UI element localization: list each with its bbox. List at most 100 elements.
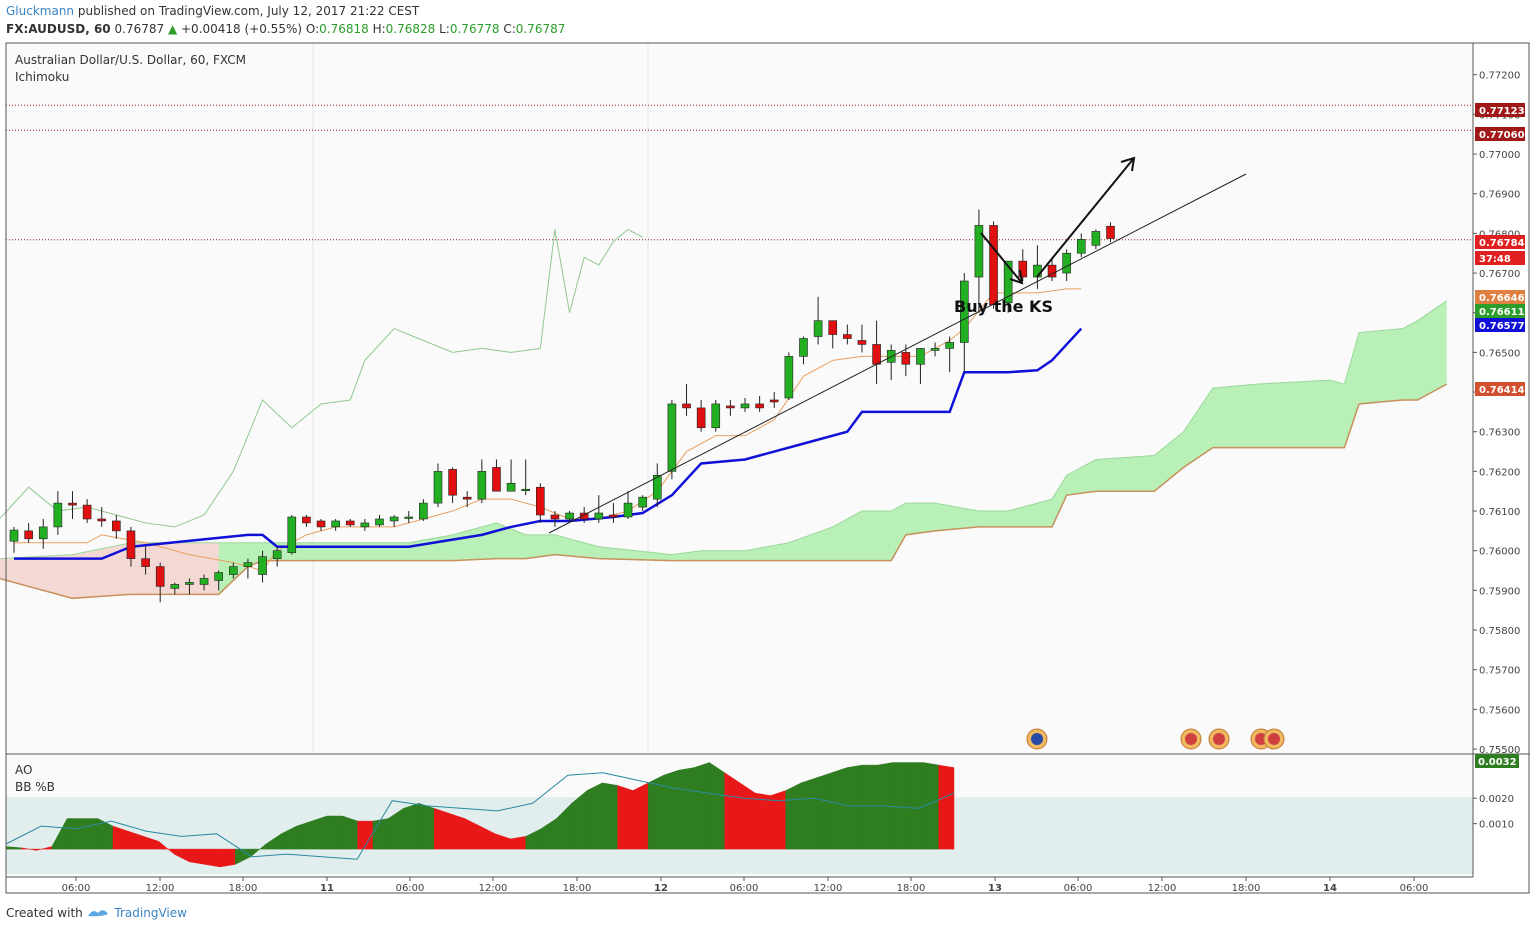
- author-link[interactable]: Gluckmann: [6, 4, 75, 18]
- x-tick-label: 18:00: [563, 883, 592, 894]
- ao-bar: [938, 764, 955, 850]
- candle: [799, 338, 808, 357]
- ao-bar: [449, 813, 465, 850]
- candle: [711, 403, 721, 429]
- candle: [1076, 239, 1086, 254]
- candle: [185, 582, 194, 585]
- price-label: 0.76611: [1479, 307, 1525, 318]
- candle: [1003, 260, 1013, 304]
- ao-bar: [754, 792, 771, 850]
- flag-us-icon: [1213, 733, 1225, 745]
- candle: [667, 403, 677, 472]
- created-with: Created with: [6, 906, 83, 920]
- indicator-bb[interactable]: BB %B: [15, 780, 55, 794]
- ao-value-label-bg: [1475, 754, 1519, 768]
- price-label-bg: [1475, 127, 1525, 141]
- open-value: 0.76818: [319, 22, 369, 36]
- ao-bar: [907, 762, 924, 850]
- ao-bar: [647, 774, 664, 850]
- ao-bar: [433, 808, 450, 850]
- candle: [287, 516, 297, 553]
- candle: [594, 512, 604, 520]
- candle: [112, 520, 121, 532]
- y-tick-label: 0.76100: [1479, 507, 1520, 518]
- candle: [872, 344, 881, 365]
- ao-bar: [219, 848, 236, 868]
- ao-bar: [846, 764, 863, 850]
- candle: [506, 482, 516, 492]
- candle: [24, 530, 33, 540]
- candle: [170, 584, 180, 589]
- x-tick-label: 18:00: [229, 883, 258, 894]
- candle: [784, 356, 794, 399]
- candle: [302, 516, 311, 524]
- candle: [389, 516, 399, 522]
- y-tick-label: 0.76700: [1479, 269, 1520, 280]
- candle: [331, 520, 340, 528]
- price-label-bg: [1475, 304, 1525, 318]
- candle: [462, 496, 472, 500]
- ao-bar: [892, 762, 909, 850]
- senkou-b-line: [0, 383, 1448, 600]
- candle: [214, 572, 223, 581]
- chikou-line: [0, 228, 643, 528]
- x-tick-label: 06:00: [396, 883, 425, 894]
- ao-bar: [602, 782, 618, 850]
- y-tick-label: 0.77000: [1479, 150, 1520, 161]
- x-tick-label: 12:00: [146, 883, 175, 894]
- candle: [155, 566, 165, 587]
- candle: [550, 514, 560, 520]
- arrow-down-head: [1009, 269, 1024, 285]
- annotation-text: Buy the KS: [954, 297, 1053, 316]
- arrow-down-line: [980, 232, 1023, 284]
- price-label: 0.77060: [1479, 130, 1525, 141]
- tradingview-link[interactable]: TradingView: [114, 906, 187, 920]
- tradingview-logo-icon: [87, 906, 111, 921]
- candle: [492, 467, 501, 492]
- candle: [375, 518, 384, 526]
- y-tick-label: 0.75600: [1479, 705, 1520, 716]
- publish-text: published on TradingView.com, July 12, 2…: [77, 4, 420, 18]
- publish-info: Gluckmann published on TradingView.com, …: [6, 4, 419, 18]
- candle: [38, 526, 48, 540]
- candle: [623, 502, 633, 518]
- ao-bar: [403, 802, 420, 850]
- change-value: +0.00418 (+0.55%): [181, 22, 303, 36]
- candle: [433, 471, 443, 504]
- price-label-bg: [1475, 103, 1525, 117]
- candle: [68, 502, 77, 506]
- candle: [828, 320, 838, 335]
- candle: [360, 522, 370, 528]
- indicator-ao[interactable]: AO: [15, 763, 33, 777]
- price-label-bg: [1475, 251, 1525, 265]
- high-value: 0.76828: [385, 22, 436, 36]
- ao-bar: [342, 815, 358, 850]
- ao-bar: [862, 764, 878, 850]
- x-tick-label: 12:00: [479, 883, 508, 894]
- symbol-label[interactable]: FX:AUDUSD, 60: [6, 22, 111, 36]
- ao-bar: [372, 818, 389, 850]
- candle: [316, 520, 326, 528]
- low-value: 0.76778: [449, 22, 500, 36]
- candle: [740, 403, 750, 409]
- change-arrow-icon: ▲: [167, 22, 178, 36]
- price-label: 0.77123: [1479, 106, 1525, 117]
- arrow-up-line: [1036, 157, 1135, 278]
- candle: [989, 225, 998, 306]
- last-price: 0.76787: [114, 22, 165, 36]
- candle: [901, 352, 911, 365]
- y-tick-label: 0.75700: [1479, 666, 1520, 677]
- y-tick-label: 0.76000: [1479, 547, 1520, 558]
- ao-bar: [663, 769, 680, 850]
- candle: [579, 512, 589, 520]
- ao-bar: [632, 782, 649, 850]
- x-tick-label: 18:00: [1232, 883, 1261, 894]
- indicator-ichimoku[interactable]: Ichimoku: [15, 70, 70, 84]
- candle: [609, 514, 618, 518]
- y-tick-label: 0.76900: [1479, 190, 1520, 201]
- y-tick-label: 0.76300: [1479, 428, 1520, 439]
- y-tick-label: 0.77200: [1479, 71, 1520, 82]
- x-tick-label: 13: [988, 883, 1002, 894]
- ao-bar: [800, 777, 817, 850]
